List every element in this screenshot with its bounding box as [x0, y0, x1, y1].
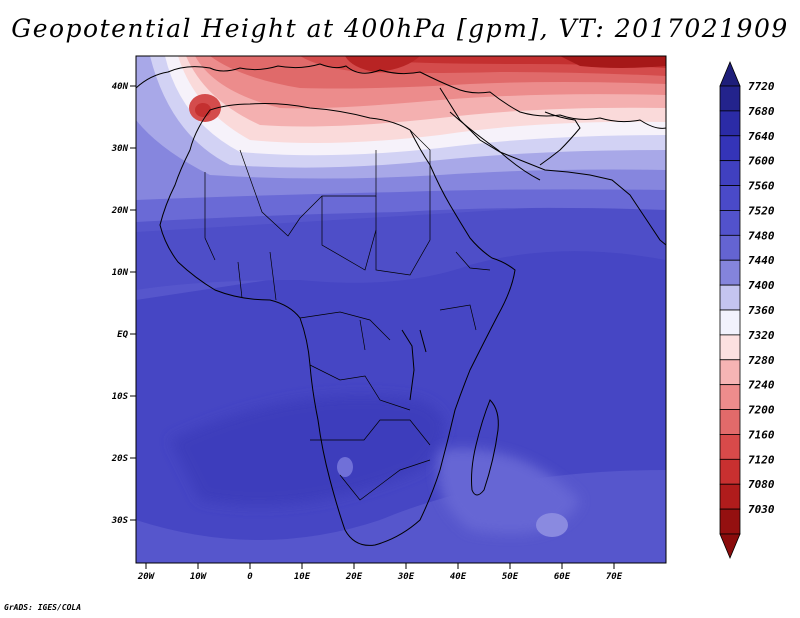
colorbar-swatch: [719, 284, 741, 311]
lon-label-40e: 40E: [450, 572, 467, 582]
lat-label-20s: 20S: [111, 454, 129, 464]
colorbar-label: 7560: [748, 180, 775, 193]
colorbar-swatch: [719, 359, 741, 386]
colorbar: 7720 7680 7640 7600 7560 7520 7480 7440 7400 7360…: [719, 60, 775, 560]
grads-credit: GrADS: IGES/COLA: [4, 603, 82, 612]
colorbar-label: 7080: [748, 478, 775, 491]
lon-label-50e: 50E: [502, 572, 519, 582]
colorbar-label: 7200: [748, 404, 775, 417]
colorbar-swatch: [719, 85, 741, 112]
colorbar-label: 7400: [748, 279, 775, 292]
colorbar-label: 7320: [748, 329, 775, 342]
colorbar-swatch: [719, 483, 741, 510]
colorbar-swatch: [719, 434, 741, 460]
colorbar-swatch: [719, 135, 741, 162]
colorbar-swatch: [719, 185, 741, 211]
lon-label-30e: 30E: [397, 572, 415, 582]
lat-label-30n: 30N: [111, 144, 129, 154]
colorbar-label: 7640: [748, 130, 775, 143]
colorbar-swatch: [719, 234, 741, 261]
lat-label-30s: 30S: [111, 516, 129, 526]
height-field: [136, 56, 666, 563]
colorbar-swatch: [719, 259, 741, 286]
colorbar-label: 7520: [748, 204, 775, 217]
colorbar-label: 7160: [748, 428, 775, 441]
colorbar-swatch: [719, 160, 741, 186]
colorbar-swatch: [719, 508, 741, 535]
colorbar-label: 7720: [748, 80, 775, 93]
colorbar-labels: 7720 7680 7640 7600 7560 7520 7480 7440 7400 7360…: [748, 80, 775, 516]
lat-ticks: [130, 85, 136, 521]
country-borders: [204, 129, 491, 501]
plot-frame: [135, 55, 667, 564]
colorbar-swatches: [719, 85, 741, 535]
colorbar-swatch: [719, 384, 741, 410]
lat-label-10n: 10N: [112, 268, 129, 278]
lon-label-60e: 60E: [554, 572, 571, 582]
lon-label-70e: 70E: [606, 572, 623, 582]
coastlines: [136, 63, 666, 546]
colorbar-high-arrow: [719, 60, 741, 87]
lon-label-10w: 10W: [190, 572, 208, 582]
colorbar-label: 7600: [748, 155, 775, 168]
lat-label-40n: 40N: [112, 82, 129, 92]
colorbar-label: 7440: [748, 254, 775, 267]
colorbar-swatch: [719, 409, 741, 435]
colorbar-label: 7280: [748, 354, 775, 367]
lon-label-20e: 20E: [345, 572, 363, 582]
colorbar-swatch: [719, 210, 741, 236]
colorbar-label: 7360: [748, 304, 775, 317]
colorbar-label: 7240: [748, 379, 775, 392]
lon-label-10e: 10E: [294, 572, 311, 582]
colorbar-label: 7680: [748, 105, 775, 118]
lat-label-eq: EQ: [117, 330, 128, 340]
colorbar-label: 7120: [748, 453, 775, 466]
lon-label-20w: 20W: [137, 572, 156, 582]
lon-label-0: 0: [247, 572, 253, 582]
colorbar-low-arrow: [719, 533, 741, 560]
lat-label-20n: 20N: [111, 206, 129, 216]
colorbar-label: 7030: [748, 503, 775, 516]
colorbar-swatch: [719, 110, 741, 137]
lat-label-10s: 10S: [112, 392, 129, 402]
colorbar-swatch: [719, 458, 741, 485]
colorbar-label: 7480: [748, 229, 775, 242]
colorbar-swatch: [719, 334, 741, 361]
lon-ticks: [145, 563, 615, 569]
colorbar-swatch: [719, 309, 741, 336]
map-title: Geopotential Height at 400hPa [gpm], VT:…: [11, 14, 789, 43]
